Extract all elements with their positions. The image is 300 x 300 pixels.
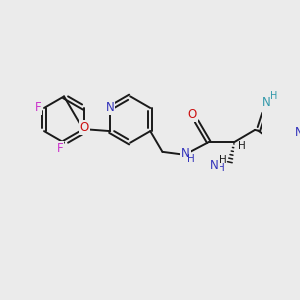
Text: O: O	[80, 121, 89, 134]
Text: N: N	[295, 126, 300, 139]
Text: H: H	[188, 154, 195, 164]
Text: F: F	[56, 142, 63, 155]
Text: F: F	[34, 100, 41, 114]
Text: H: H	[217, 164, 225, 173]
Text: N: N	[181, 147, 190, 160]
Text: O: O	[188, 108, 197, 121]
Text: H: H	[270, 91, 278, 101]
Text: H: H	[219, 155, 226, 165]
Text: N: N	[262, 96, 271, 109]
Text: H: H	[238, 141, 246, 152]
Text: N: N	[106, 101, 115, 115]
Text: N: N	[210, 159, 219, 172]
